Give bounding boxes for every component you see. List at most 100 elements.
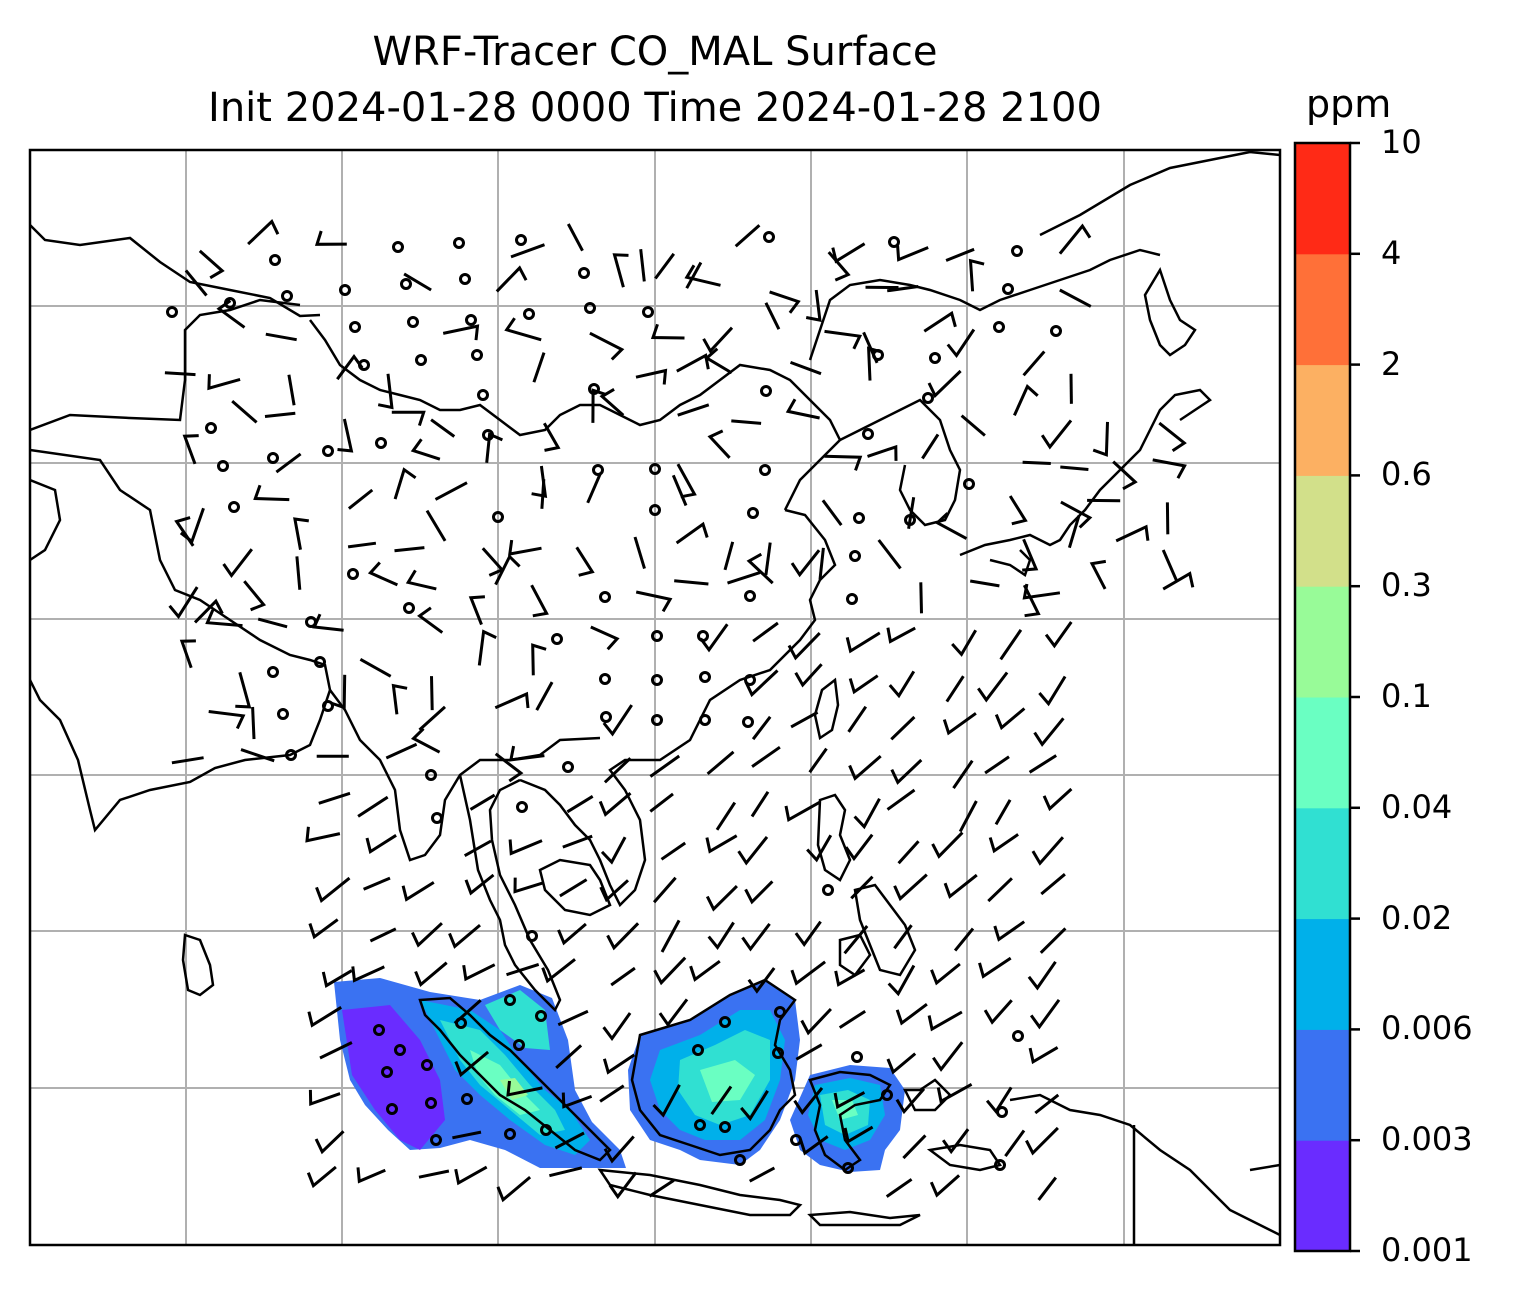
- wind-barb: [987, 877, 1013, 903]
- calm-wind-marker: [281, 290, 293, 302]
- wind-barb: [1060, 500, 1093, 529]
- calm-wind-marker: [415, 354, 427, 366]
- wind-barb: [1028, 754, 1058, 774]
- wind-barb: [174, 516, 195, 547]
- wind-barb: [931, 831, 964, 859]
- calm-wind-marker: [790, 1134, 802, 1146]
- wind-barb: [741, 922, 771, 952]
- wind-barb: [675, 521, 709, 545]
- wind-barb: [1112, 460, 1138, 491]
- calm-wind-marker: [881, 1089, 893, 1101]
- calm-wind-marker: [492, 511, 504, 523]
- wind-barb: [337, 418, 354, 453]
- wind-barb: [306, 1165, 337, 1189]
- calm-wind-marker: [1002, 283, 1014, 295]
- wind-barb: [308, 1089, 341, 1106]
- wind-barb: [927, 369, 962, 399]
- wind-barb: [890, 758, 923, 785]
- wind-barb: [425, 509, 447, 542]
- wind-barb: [805, 289, 822, 322]
- wind-barb: [608, 1171, 638, 1200]
- wind-barb: [978, 956, 1012, 979]
- calm-wind-marker: [744, 590, 756, 602]
- wind-barb: [393, 467, 417, 500]
- wind-barb: [264, 411, 296, 418]
- wind-barb: [790, 710, 819, 729]
- wind-barb: [357, 795, 389, 818]
- wind-barb: [207, 374, 241, 391]
- wind-barb: [506, 1080, 543, 1097]
- calm-wind-marker: [642, 306, 654, 318]
- colorbar-units: ppm: [1306, 82, 1392, 126]
- wind-barb: [983, 999, 1013, 1025]
- wind-barb: [929, 1174, 961, 1198]
- wind-barb: [653, 956, 687, 986]
- calm-wind-marker: [772, 1047, 784, 1059]
- calm-wind-marker: [963, 478, 975, 490]
- calm-wind-marker: [822, 884, 834, 896]
- wind-barb: [734, 224, 761, 248]
- calm-wind-marker: [1012, 1030, 1024, 1042]
- wind-barb: [414, 961, 448, 987]
- calm-wind-marker: [1050, 325, 1062, 337]
- wind-barb: [566, 223, 584, 252]
- wind-barb: [1161, 549, 1179, 582]
- wind-barb: [824, 329, 863, 350]
- calm-wind-marker: [649, 504, 661, 516]
- wind-barb: [385, 742, 418, 760]
- wind-barb: [590, 625, 620, 651]
- colorbar-tick-label: 0.04: [1381, 787, 1453, 826]
- wind-barb: [222, 548, 253, 579]
- calm-wind-marker: [540, 1124, 552, 1136]
- wind-barb: [706, 750, 735, 776]
- wind-barb: [650, 323, 685, 340]
- calm-wind-marker: [375, 437, 387, 449]
- wind-barb: [513, 877, 544, 894]
- calm-wind-marker: [578, 267, 590, 279]
- wind-barb: [1022, 584, 1041, 618]
- wind-barb: [799, 1135, 829, 1156]
- wind-barb: [897, 840, 920, 865]
- wind-barb: [934, 512, 968, 540]
- wind-barb: [275, 452, 302, 474]
- wind-barb: [702, 326, 734, 354]
- calm-wind-marker: [993, 321, 1005, 333]
- wind-barb: [314, 1130, 345, 1155]
- wind-barb: [1039, 927, 1067, 954]
- wind-barb: [886, 788, 916, 811]
- wind-barb: [240, 748, 275, 763]
- wind-barb: [367, 561, 399, 587]
- wind-barb: [410, 438, 441, 461]
- calm-wind-marker: [516, 801, 528, 813]
- wind-barb: [496, 1175, 532, 1203]
- co-concentration-plume: [334, 978, 905, 1172]
- wind-barb: [824, 454, 863, 471]
- calm-wind-marker: [504, 1128, 516, 1140]
- wind-barb: [307, 1006, 342, 1028]
- wind-barb: [1092, 421, 1109, 457]
- wind-barb: [794, 663, 823, 688]
- calm-wind-marker: [742, 716, 754, 728]
- calm-wind-marker: [692, 1044, 704, 1056]
- wind-barb: [893, 873, 928, 902]
- wind-barb: [793, 1086, 824, 1115]
- calm-wind-marker: [719, 1016, 731, 1028]
- wind-barb: [253, 484, 290, 502]
- calm-wind-marker: [562, 761, 574, 773]
- wind-barb: [930, 962, 961, 986]
- wind-barb: [705, 885, 738, 912]
- wind-barb: [535, 681, 554, 711]
- colorbar-segment: [1295, 253, 1350, 366]
- wind-barbs: [164, 218, 1195, 1203]
- wind-barb: [1034, 1093, 1060, 1115]
- calm-wind-marker: [523, 308, 535, 320]
- calm-wind-marker: [459, 273, 471, 285]
- wind-barb: [287, 374, 296, 406]
- calm-wind-marker: [322, 700, 334, 712]
- calm-wind-marker: [719, 1121, 731, 1133]
- wind-barb: [168, 586, 199, 620]
- map-frame: [28, 148, 1282, 1247]
- wind-barb: [660, 919, 681, 953]
- wind-barb: [510, 243, 546, 259]
- wind-barb: [308, 918, 339, 940]
